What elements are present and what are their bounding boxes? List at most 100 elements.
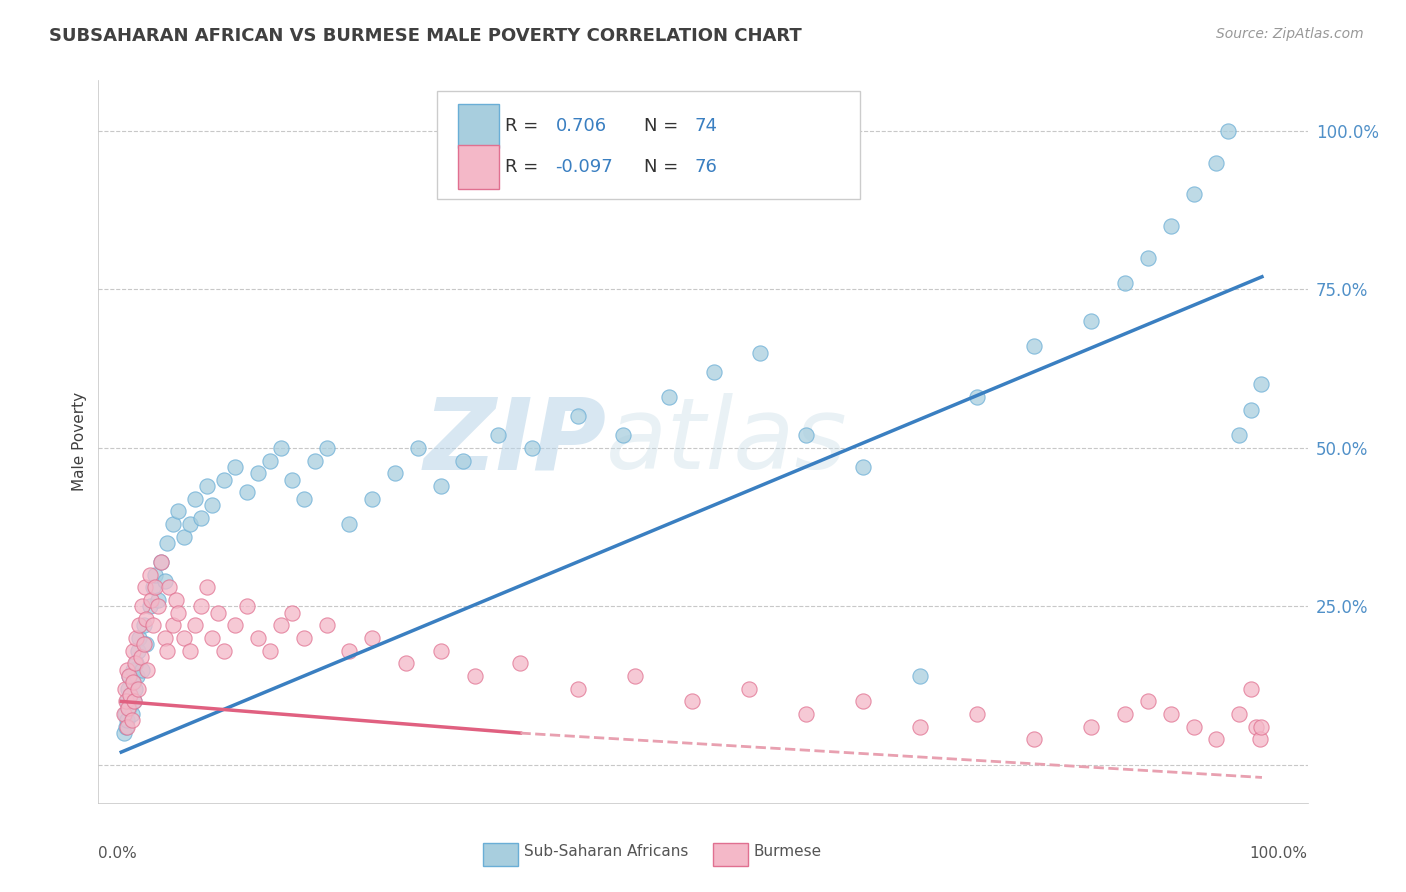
Point <box>122 694 145 708</box>
Point <box>145 580 167 594</box>
Point <box>184 491 207 506</box>
Point <box>1022 339 1045 353</box>
Point <box>128 618 150 632</box>
Point <box>127 681 149 696</box>
Point <box>162 516 184 531</box>
Point <box>115 663 138 677</box>
Point <box>681 694 703 708</box>
Point <box>908 720 931 734</box>
Point <box>115 720 138 734</box>
Point <box>259 643 281 657</box>
FancyBboxPatch shape <box>437 91 860 200</box>
Point <box>179 516 201 531</box>
Point <box>162 618 184 632</box>
Point <box>1249 732 1271 747</box>
Point <box>520 441 543 455</box>
Text: Sub-Saharan Africans: Sub-Saharan Africans <box>524 845 689 859</box>
Point <box>121 663 143 677</box>
Point <box>1250 377 1272 392</box>
Point <box>128 631 150 645</box>
Point <box>292 631 315 645</box>
Point <box>142 580 165 594</box>
Point <box>852 694 875 708</box>
Point <box>112 726 135 740</box>
Point <box>247 467 270 481</box>
Point <box>1250 720 1272 734</box>
Point <box>118 669 141 683</box>
Point <box>118 669 141 683</box>
Point <box>167 606 190 620</box>
Point <box>132 618 155 632</box>
Point <box>1080 720 1102 734</box>
Point <box>146 593 169 607</box>
Point <box>1136 251 1159 265</box>
Point <box>156 536 179 550</box>
FancyBboxPatch shape <box>457 145 499 189</box>
Point <box>125 657 148 671</box>
Point <box>122 694 145 708</box>
Point <box>146 599 169 614</box>
Point <box>131 663 153 677</box>
Point <box>173 530 195 544</box>
Point <box>794 428 817 442</box>
Point <box>1216 124 1239 138</box>
Text: -0.097: -0.097 <box>555 158 613 176</box>
Point <box>145 567 167 582</box>
Point <box>1114 707 1136 722</box>
Point <box>749 346 772 360</box>
Text: 100.0%: 100.0% <box>1250 847 1308 861</box>
Point <box>127 669 149 683</box>
Text: atlas: atlas <box>606 393 848 490</box>
Point <box>125 631 148 645</box>
Point <box>207 606 229 620</box>
Point <box>337 643 360 657</box>
Point <box>658 390 681 404</box>
Point <box>132 637 155 651</box>
Point <box>131 599 153 614</box>
Point <box>136 663 159 677</box>
Point <box>212 473 235 487</box>
Point <box>1239 402 1261 417</box>
Point <box>114 694 136 708</box>
Point <box>908 669 931 683</box>
Point <box>115 694 138 708</box>
Point <box>139 593 162 607</box>
Point <box>1080 314 1102 328</box>
Point <box>124 681 146 696</box>
Point <box>235 599 257 614</box>
Point <box>464 669 486 683</box>
FancyBboxPatch shape <box>482 843 517 865</box>
Point <box>150 555 173 569</box>
Point <box>395 657 418 671</box>
Point <box>281 473 304 487</box>
Point <box>201 498 224 512</box>
Point <box>737 681 759 696</box>
Point <box>703 365 725 379</box>
Text: 0.0%: 0.0% <box>98 847 138 861</box>
Point <box>150 555 173 569</box>
Point <box>1227 707 1250 722</box>
Point <box>139 599 162 614</box>
Text: ZIP: ZIP <box>423 393 606 490</box>
Point <box>157 580 180 594</box>
Point <box>486 428 509 442</box>
Point <box>852 459 875 474</box>
Point <box>612 428 634 442</box>
Point <box>165 593 187 607</box>
Point <box>114 720 136 734</box>
Point <box>384 467 406 481</box>
Point <box>429 479 451 493</box>
Point <box>179 643 201 657</box>
Point <box>1182 720 1205 734</box>
Point <box>184 618 207 632</box>
Point <box>337 516 360 531</box>
Point <box>224 459 246 474</box>
Point <box>567 409 589 424</box>
Point <box>1239 681 1261 696</box>
FancyBboxPatch shape <box>457 103 499 148</box>
Point <box>966 390 988 404</box>
Point <box>247 631 270 645</box>
Point <box>190 599 212 614</box>
Point <box>361 631 384 645</box>
Point <box>1160 219 1182 233</box>
